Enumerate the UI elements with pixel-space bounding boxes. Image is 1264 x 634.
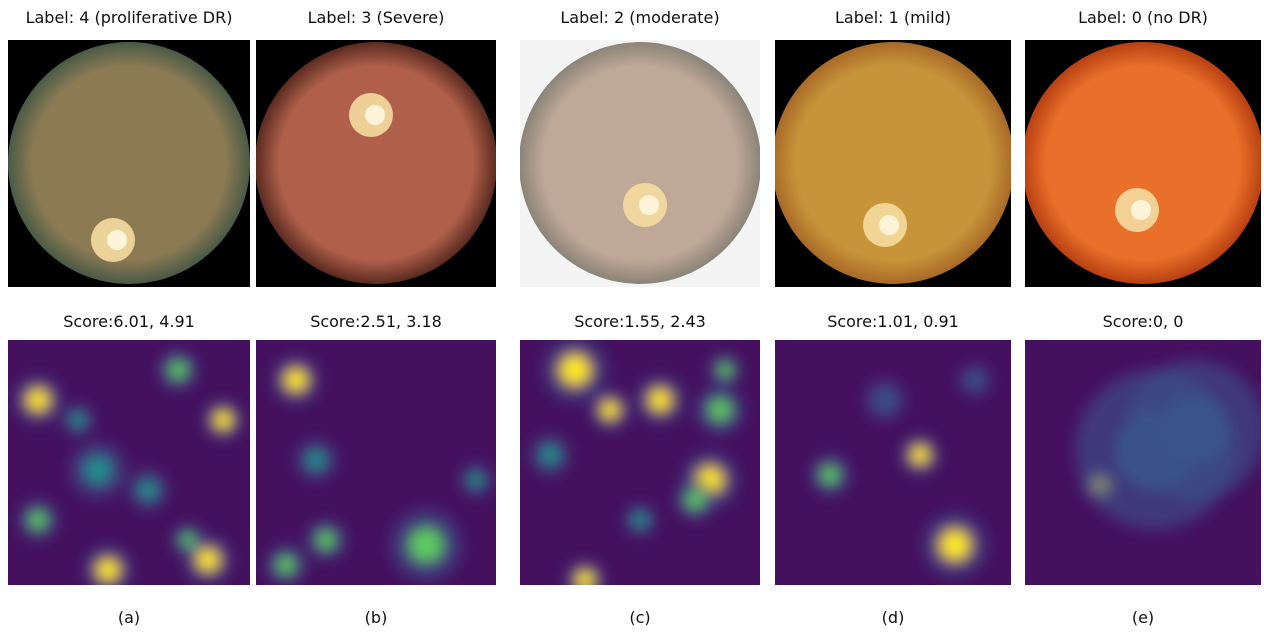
heatmap [1025,340,1261,585]
fundus-image [8,40,250,287]
heatmap [256,340,496,585]
panel-caption: (d) [881,608,905,627]
score-text: Score:2.51, 3.18 [310,312,442,331]
panel-label: Label: 0 (no DR) [1078,8,1208,27]
heatmap [775,340,1011,585]
score-text: Score:0, 0 [1102,312,1184,331]
panel-caption: (e) [1131,608,1155,627]
panel-caption: (a) [117,608,141,627]
panel-caption: (b) [364,608,388,627]
score-text: Score:1.55, 2.43 [574,312,706,331]
score-text: Score:1.01, 0.91 [827,312,959,331]
fundus-image [256,40,496,287]
heatmap [520,340,760,585]
panel-label: Label: 4 (proliferative DR) [25,8,233,27]
panel-label: Label: 2 (moderate) [560,8,720,27]
score-text: Score:6.01, 4.91 [63,312,195,331]
fundus-image [775,40,1011,287]
panel-caption: (c) [629,608,651,627]
fundus-image [1025,40,1261,287]
fundus-image [520,40,760,287]
panel-label: Label: 3 (Severe) [307,8,445,27]
panel-label: Label: 1 (mild) [834,8,952,27]
heatmap [8,340,250,585]
